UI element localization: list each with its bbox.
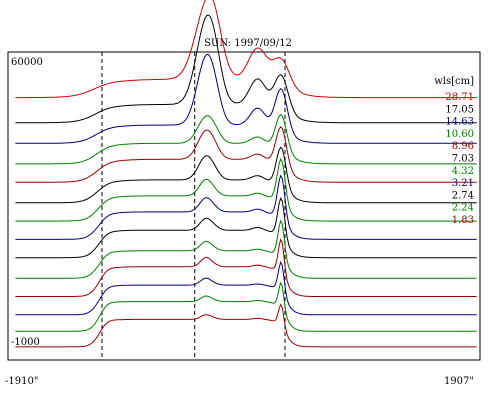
legend-entry-10: 2.24 xyxy=(452,203,474,214)
series-line-8 xyxy=(15,174,477,240)
series-line-14 xyxy=(15,303,477,348)
series-line-5 xyxy=(15,126,477,183)
series-line-9 xyxy=(15,197,477,259)
series-line-2 xyxy=(15,14,477,124)
series-line-1 xyxy=(15,0,477,99)
series-line-6 xyxy=(15,146,477,204)
legend-entry-7: 4.32 xyxy=(452,166,474,177)
series-line-10 xyxy=(15,219,477,279)
series-line-11 xyxy=(15,238,477,297)
legend-header: wls[cm] xyxy=(434,76,474,87)
legend-entry-2: 17.05 xyxy=(445,104,474,115)
legend-entry-11: 1.83 xyxy=(452,215,474,226)
x-left-label: -1910" xyxy=(5,376,38,387)
dashed-reference-lines xyxy=(101,52,286,360)
plot-frame xyxy=(7,51,481,361)
y-bottom-label: -1000 xyxy=(11,337,40,348)
series-line-12 xyxy=(15,260,477,316)
legend-entry-5: 8.96 xyxy=(452,141,474,152)
series-line-7 xyxy=(15,157,477,222)
legend-entry-3: 14.63 xyxy=(445,117,474,128)
legend-entry-6: 7.03 xyxy=(452,154,474,165)
legend-entry-4: 10.60 xyxy=(445,129,474,140)
legend-entry-1: 28.71 xyxy=(445,92,474,103)
y-top-label: 60000 xyxy=(11,57,43,68)
series-line-13 xyxy=(15,281,477,332)
series-line-3 xyxy=(15,53,477,144)
x-right-label: 1907" xyxy=(444,376,474,387)
legend-entry-9: 2.74 xyxy=(452,190,474,201)
series-line-4 xyxy=(15,113,477,165)
legend-entry-8: 3.21 xyxy=(452,178,474,189)
chart-title: SUN: 1997/09/12 xyxy=(204,38,292,49)
spectra-series-group xyxy=(15,0,477,348)
